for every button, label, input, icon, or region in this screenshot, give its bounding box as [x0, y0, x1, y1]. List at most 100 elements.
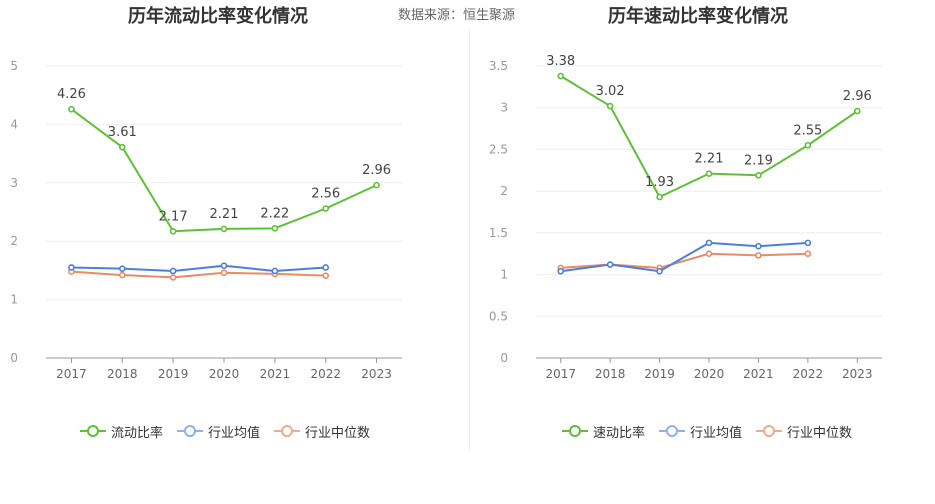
legend-label: 行业均值 [690, 425, 743, 441]
right-chart-title: 历年速动比率变化情况 [608, 6, 788, 27]
data-label: 2.55 [793, 123, 822, 138]
y-tick-label: 0 [500, 351, 508, 365]
legend-item-industry-median[interactable]: 行业中位数 [274, 422, 370, 441]
series-line [71, 264, 326, 272]
x-tick-label: 2023 [842, 367, 873, 381]
quick-ratio-chart: 0 0.5 1 1.5 2 2.5 3 3.5 2017 2018 2019 2020 2021 2022… [489, 54, 882, 381]
data-label: 2.21 [695, 152, 724, 167]
right-legend: 速动比率 行业均值 行业中位数 [562, 420, 866, 442]
data-point [220, 269, 228, 277]
y-tick-label: 3 [10, 176, 18, 190]
data-point [118, 271, 126, 279]
data-point [118, 143, 126, 151]
data-label: 3.38 [546, 54, 575, 69]
data-point [755, 252, 762, 259]
data-point [118, 265, 126, 272]
left-chart-title: 历年流动比率变化情况 [128, 6, 308, 27]
data-point [755, 242, 762, 250]
x-tick-label: 2020 [209, 367, 240, 381]
legend-label: 行业中位数 [305, 425, 371, 441]
data-point [804, 141, 812, 149]
x-tick-label: 2019 [644, 367, 675, 381]
data-point [656, 193, 663, 201]
x-tick-label: 2023 [361, 367, 392, 381]
legend-item-current-ratio[interactable]: 流动比率 [80, 422, 163, 441]
data-point [322, 264, 330, 271]
series-line [560, 241, 808, 273]
y-tick-label: 2 [10, 234, 18, 248]
data-label: 2.96 [362, 163, 391, 178]
series-line [71, 270, 326, 279]
data-point [853, 107, 861, 115]
data-source-label: 数据来源：恒生聚源 [398, 8, 516, 23]
data-point [322, 205, 330, 212]
data-point [271, 225, 279, 232]
legend-marker-icon [659, 425, 686, 437]
x-tick-label: 2020 [694, 367, 725, 381]
legend-marker-icon [756, 425, 783, 437]
data-point [705, 239, 713, 247]
x-tick-label: 2021 [743, 367, 774, 381]
data-point [804, 239, 812, 247]
data-point [705, 170, 713, 177]
data-point [557, 72, 565, 80]
legend-item-industry-mean[interactable]: 行业均值 [659, 422, 742, 441]
data-point [169, 274, 177, 281]
data-point [804, 250, 812, 258]
legend-item-quick-ratio[interactable]: 速动比率 [562, 422, 645, 441]
data-point [606, 102, 614, 110]
x-tick-label: 2021 [260, 367, 291, 381]
y-tick-label: 0 [10, 351, 18, 365]
legend-item-industry-mean[interactable]: 行业均值 [177, 422, 260, 441]
data-point [755, 171, 762, 179]
data-point [322, 272, 330, 279]
x-tick-label: 2018 [107, 367, 138, 381]
legend-marker-icon [80, 425, 106, 437]
data-point [373, 181, 380, 189]
legend-marker-icon [274, 425, 301, 437]
data-label: 2.21 [210, 207, 239, 222]
data-point [169, 227, 177, 235]
data-label: 2.96 [843, 89, 872, 104]
left-legend: 流动比率 行业均值 行业中位数 [80, 420, 384, 442]
x-tick-label: 2017 [56, 367, 87, 381]
y-tick-label: 5 [10, 59, 18, 73]
data-point [220, 262, 228, 270]
data-label: 1.93 [645, 175, 674, 190]
data-point [606, 261, 614, 268]
x-tick-label: 2022 [793, 367, 824, 381]
data-label: 3.02 [596, 84, 625, 99]
y-tick-label: 1 [500, 268, 508, 282]
x-tick-label: 2017 [545, 367, 576, 381]
data-point [656, 267, 663, 275]
x-tick-label: 2019 [158, 367, 189, 381]
legend-label: 速动比率 [593, 425, 646, 441]
y-tick-label: 2.5 [489, 142, 508, 156]
data-point [271, 267, 279, 275]
data-label: 2.56 [311, 186, 340, 201]
legend-label: 流动比率 [111, 425, 164, 441]
data-point [68, 264, 75, 271]
panel-divider [469, 28, 470, 452]
y-tick-label: 1 [10, 293, 18, 307]
data-label: 2.17 [159, 209, 188, 224]
y-tick-label: 3.5 [489, 59, 508, 73]
data-point [68, 105, 75, 113]
x-tick-label: 2018 [595, 367, 626, 381]
data-label: 2.19 [744, 153, 773, 168]
legend-marker-icon [562, 425, 588, 437]
data-label: 4.26 [57, 87, 86, 102]
x-tick-label: 2022 [310, 367, 341, 381]
data-point [705, 250, 713, 258]
legend-label: 行业中位数 [787, 425, 853, 441]
legend-marker-icon [177, 425, 204, 437]
current-ratio-chart: 0 1 2 3 4 5 2017 2018 2019 2020 2021 2022 2023 4.26 3.… [10, 59, 402, 381]
y-tick-label: 1.5 [489, 226, 508, 240]
y-tick-label: 0.5 [489, 309, 508, 323]
data-point [169, 267, 177, 275]
data-point [557, 267, 565, 275]
y-tick-label: 2 [500, 184, 508, 198]
legend-item-industry-median[interactable]: 行业中位数 [756, 422, 852, 441]
data-label: 2.22 [260, 206, 289, 221]
